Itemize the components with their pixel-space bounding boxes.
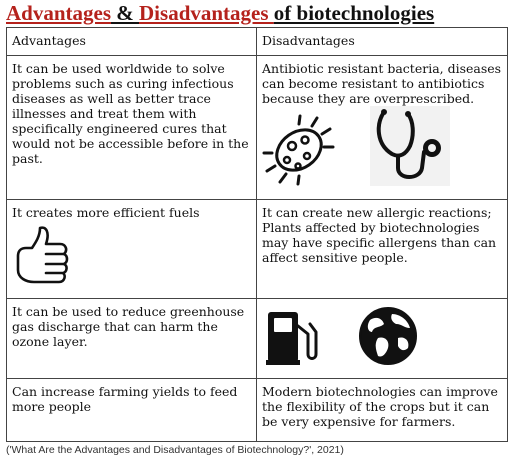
globe-icon — [359, 307, 417, 365]
disadvantage-cell: Antibiotic resistant bacteria, diseases … — [256, 55, 508, 200]
title-disadvantages: Disadvantages — [139, 1, 274, 25]
citation: ('What Are the Advantages and Disadvanta… — [6, 444, 344, 456]
stethoscope-icon — [370, 106, 450, 186]
advantage-cell: It creates more efficient fuels — [6, 199, 257, 299]
table-row: Can increase farming yields to feed more… — [6, 378, 508, 442]
table-row: It creates more efficient fuels It can c… — [6, 199, 508, 299]
header-disadvantages: Disadvantages — [256, 27, 508, 56]
advantage-cell: Can increase farming yields to feed more… — [6, 378, 257, 442]
disadvantage-text: Modern biotechnologies can improve the f… — [262, 384, 498, 429]
thumbs-up-icon — [16, 226, 69, 284]
header-advantages: Advantages — [6, 27, 257, 56]
advantage-text: It can be used to reduce greenhouse gas … — [12, 304, 245, 349]
fuel-pump-icon — [266, 312, 318, 365]
title-rest: of biotechnologies — [273, 1, 435, 25]
table-header-row: Advantages Disadvantages — [6, 27, 508, 56]
advantage-text: It creates more efficient fuels — [12, 205, 200, 220]
disadvantage-cell: Modern biotechnologies can improve the f… — [256, 378, 508, 442]
advantage-cell: It can be used worldwide to solve proble… — [6, 55, 257, 200]
table-row: It can be used worldwide to solve proble… — [6, 55, 508, 200]
page-title: Advantages & Disadvantages of biotechnol… — [6, 0, 506, 26]
disadvantage-cell — [256, 298, 508, 379]
advantage-cell: It can be used to reduce greenhouse gas … — [6, 298, 257, 379]
title-advantages: Advantages — [6, 1, 112, 25]
disadvantage-text: It can create new allergic reactions; Pl… — [262, 205, 497, 265]
disadvantage-text: Antibiotic resistant bacteria, diseases … — [262, 61, 502, 106]
title-ampersand: & — [111, 1, 140, 25]
comparison-table: Advantages Disadvantages It can be used … — [6, 27, 508, 442]
disadvantage-cell: It can create new allergic reactions; Pl… — [256, 199, 508, 299]
advantage-text: Can increase farming yields to feed more… — [12, 384, 238, 414]
bacteria-icon — [262, 114, 335, 186]
table-row: It can be used to reduce greenhouse gas … — [6, 298, 508, 379]
advantage-text: It can be used worldwide to solve proble… — [12, 61, 249, 166]
